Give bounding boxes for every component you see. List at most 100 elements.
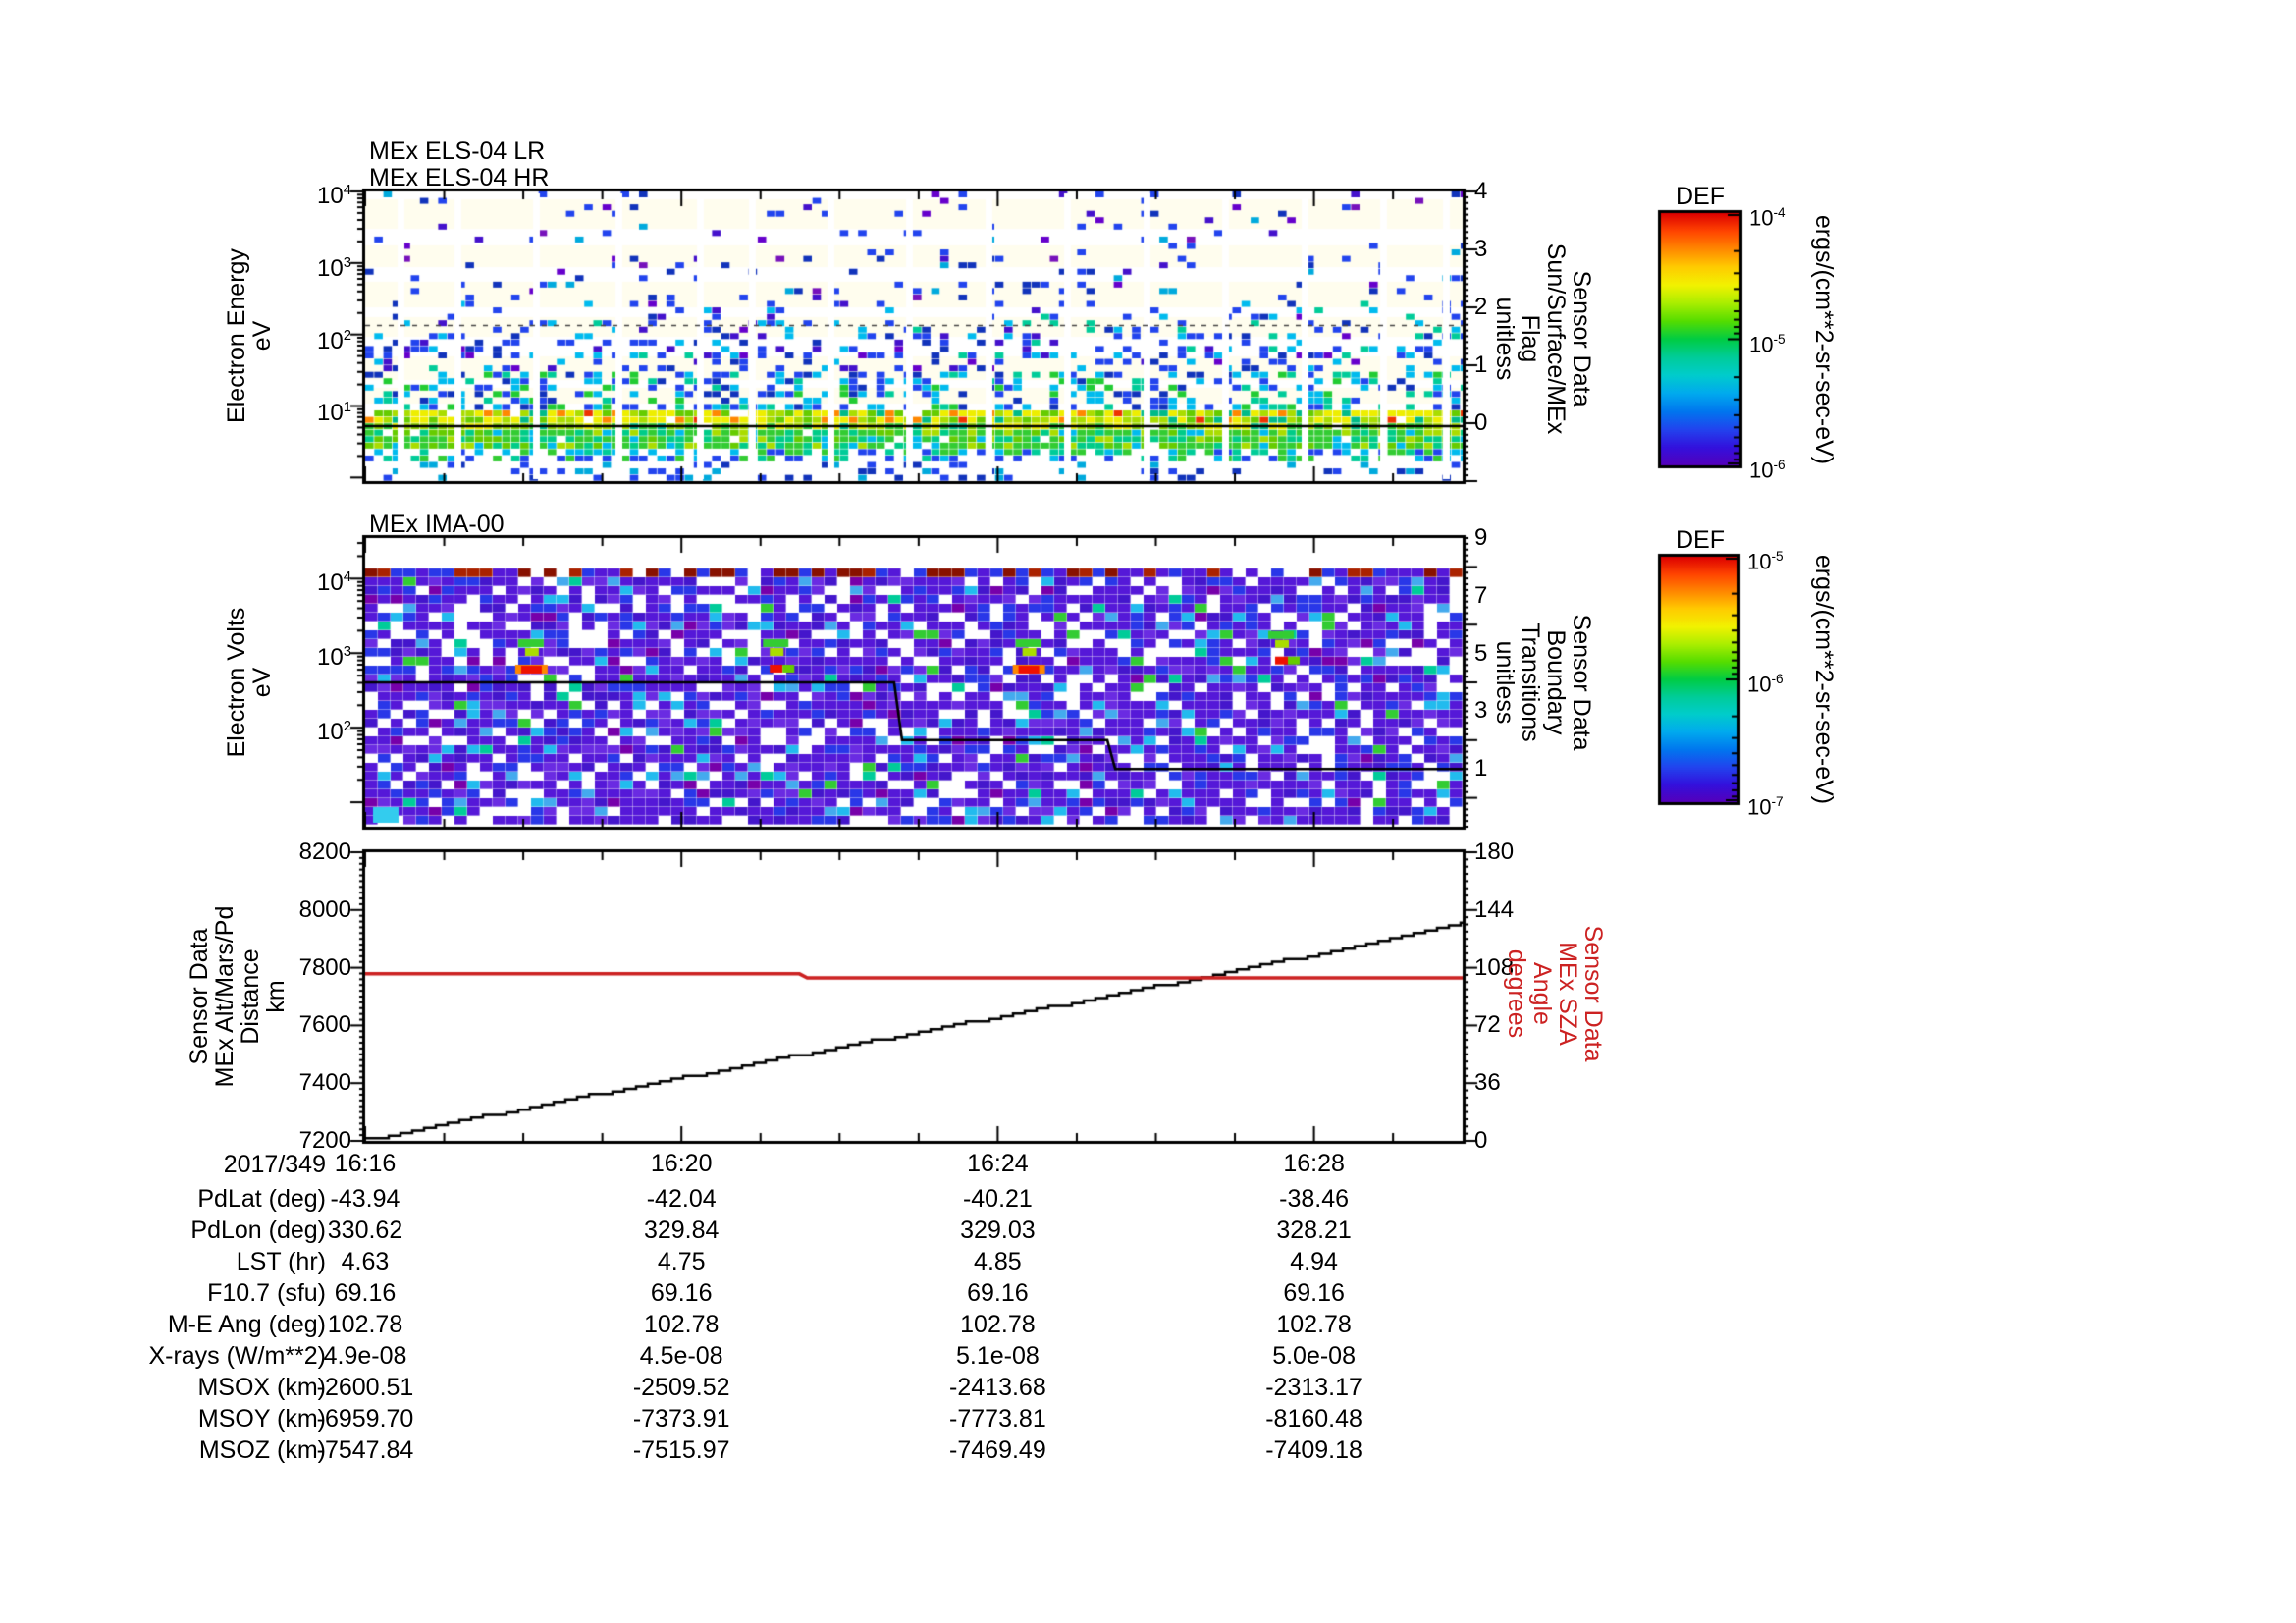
y-tick-label-sza: 180 <box>1474 839 1515 865</box>
table-cell: 69.16 <box>967 1279 1029 1307</box>
y-tick-label-boundary: 3 <box>1474 697 1488 725</box>
y-tick-label-ima: 102 <box>317 719 351 746</box>
table-cell: 328.21 <box>1276 1217 1352 1244</box>
y-tick-label-els: 101 <box>317 400 351 427</box>
table-cell: -42.04 <box>646 1185 717 1213</box>
colorbar1-tick-label: 10-5 <box>1749 331 1786 356</box>
y-tick-label-sza: 144 <box>1474 895 1515 923</box>
panel2-title: MEx IMA-00 <box>369 511 505 538</box>
table-cell: 329.03 <box>960 1217 1036 1244</box>
y-tick-label-boundary: 9 <box>1474 524 1488 551</box>
y-tick-label-sza: 72 <box>1474 1011 1501 1039</box>
date-label: 2017/349 <box>223 1151 326 1178</box>
table-cell: 4.5e-08 <box>639 1342 723 1370</box>
y-tick-label-alt: 7800 <box>298 953 351 981</box>
colorbar2-units-label: ergs/(cm**2-sr-sec-eV) <box>1810 554 1838 805</box>
y-tick-label-alt: 8000 <box>298 895 351 923</box>
y-tick-label-flag: 4 <box>1474 178 1488 204</box>
table-cell: -2313.17 <box>1265 1374 1362 1401</box>
colorbar1-tick-label: 10-6 <box>1749 458 1786 483</box>
y-tick-label-boundary: 7 <box>1474 581 1488 609</box>
table-cell: -7515.97 <box>632 1436 730 1464</box>
y-tick-label-els: 102 <box>317 327 351 354</box>
y-tick-label-flag: 0 <box>1474 409 1488 436</box>
table-cell: -7409.18 <box>1265 1436 1362 1464</box>
table-cell: 102.78 <box>643 1311 720 1338</box>
ima-y-axis-label: Electron Volts eV <box>223 607 276 758</box>
table-row-label: F10.7 (sfu) <box>207 1279 326 1307</box>
flag-axis-label: Sensor Data Sun/Surface/MEx Flag unitless <box>1491 243 1595 435</box>
table-cell: 4.94 <box>1290 1248 1338 1275</box>
table-row-label: MSOZ (km) <box>198 1436 326 1464</box>
table-cell: -2413.68 <box>949 1374 1046 1401</box>
table-row-label: PdLat (deg) <box>197 1185 326 1213</box>
colorbar2-title: DEF <box>1676 526 1725 554</box>
sza-axis-label: Sensor Data MEx SZA Angle degrees <box>1503 925 1607 1062</box>
y-tick-label-els: 104 <box>317 183 351 209</box>
y-tick-label-ima: 103 <box>317 644 351 672</box>
y-tick-label-els: 103 <box>317 254 351 282</box>
colorbar2-tick-label: 10-7 <box>1747 794 1784 820</box>
y-tick-label-alt: 7200 <box>298 1127 351 1154</box>
alt-y-axis-label: Sensor Data MEx Alt/Mars/Pd Distance km <box>186 905 290 1088</box>
table-cell: -40.21 <box>962 1185 1033 1213</box>
table-row-label: MSOY (km) <box>197 1405 326 1433</box>
table-cell: 330.62 <box>327 1217 403 1244</box>
y-tick-label-flag: 1 <box>1474 352 1488 378</box>
colorbar2-tick-label: 10-5 <box>1747 549 1784 574</box>
table-cell: -7773.81 <box>949 1405 1046 1433</box>
table-cell: -7469.49 <box>949 1436 1046 1464</box>
table-cell: -38.46 <box>1279 1185 1350 1213</box>
table-cell: 5.0e-08 <box>1272 1342 1356 1370</box>
table-row-label: LST (hr) <box>236 1248 326 1275</box>
y-tick-label-boundary: 1 <box>1474 755 1488 783</box>
y-tick-label-alt: 7400 <box>298 1069 351 1097</box>
table-cell: -8160.48 <box>1265 1405 1362 1433</box>
table-cell: -6959.70 <box>316 1405 414 1433</box>
panel1-title-line1: MEx ELS-04 LR <box>369 137 546 165</box>
table-cell: 4.85 <box>974 1248 1022 1275</box>
table-cell: -7373.91 <box>632 1405 730 1433</box>
table-row-label: M-E Ang (deg) <box>167 1311 326 1338</box>
x-tick-label: 16:28 <box>1283 1150 1345 1177</box>
y-tick-label-boundary: 5 <box>1474 639 1488 667</box>
colorbar1-title: DEF <box>1676 183 1725 210</box>
table-cell: -43.94 <box>330 1185 400 1213</box>
y-tick-label-alt: 8200 <box>298 839 351 865</box>
colorbar1-units-label: ergs/(cm**2-sr-sec-eV) <box>1810 214 1838 465</box>
x-tick-label: 16:24 <box>967 1150 1029 1177</box>
els-y-axis-label: Electron Energy eV <box>223 248 276 423</box>
table-cell: 102.78 <box>1276 1311 1352 1338</box>
y-tick-label-sza: 108 <box>1474 953 1515 981</box>
table-cell: 69.16 <box>334 1279 397 1307</box>
table-cell: 102.78 <box>960 1311 1036 1338</box>
x-tick-label: 16:20 <box>650 1150 713 1177</box>
table-cell: 4.9e-08 <box>323 1342 407 1370</box>
table-row-label: PdLon (deg) <box>190 1217 326 1244</box>
table-cell: -2600.51 <box>316 1374 414 1401</box>
y-tick-label-sza: 36 <box>1474 1069 1501 1097</box>
y-tick-label-sza: 0 <box>1474 1127 1488 1154</box>
y-tick-label-ima: 104 <box>317 569 351 597</box>
panel1-title-line2: MEx ELS-04 HR <box>369 164 550 191</box>
boundary-axis-label: Sensor Data Boundary Transitions unitless <box>1491 614 1595 751</box>
table-cell: 102.78 <box>327 1311 403 1338</box>
table-cell: -7547.84 <box>316 1436 414 1464</box>
table-cell: -2509.52 <box>632 1374 730 1401</box>
y-tick-label-alt: 7600 <box>298 1011 351 1039</box>
y-tick-label-flag: 2 <box>1474 294 1488 320</box>
table-row-label: MSOX (km) <box>197 1374 326 1401</box>
table-cell: 4.75 <box>657 1248 706 1275</box>
table-cell: 5.1e-08 <box>955 1342 1040 1370</box>
table-cell: 329.84 <box>643 1217 720 1244</box>
colorbar1-tick-label: 10-4 <box>1749 205 1786 231</box>
table-cell: 69.16 <box>650 1279 713 1307</box>
x-tick-label: 16:16 <box>334 1150 397 1177</box>
colorbar2-tick-label: 10-6 <box>1747 672 1784 697</box>
table-cell: 4.63 <box>341 1248 390 1275</box>
y-tick-label-flag: 3 <box>1474 236 1488 262</box>
table-row-label: X-rays (W/m**2) <box>148 1342 326 1370</box>
table-cell: 69.16 <box>1283 1279 1345 1307</box>
